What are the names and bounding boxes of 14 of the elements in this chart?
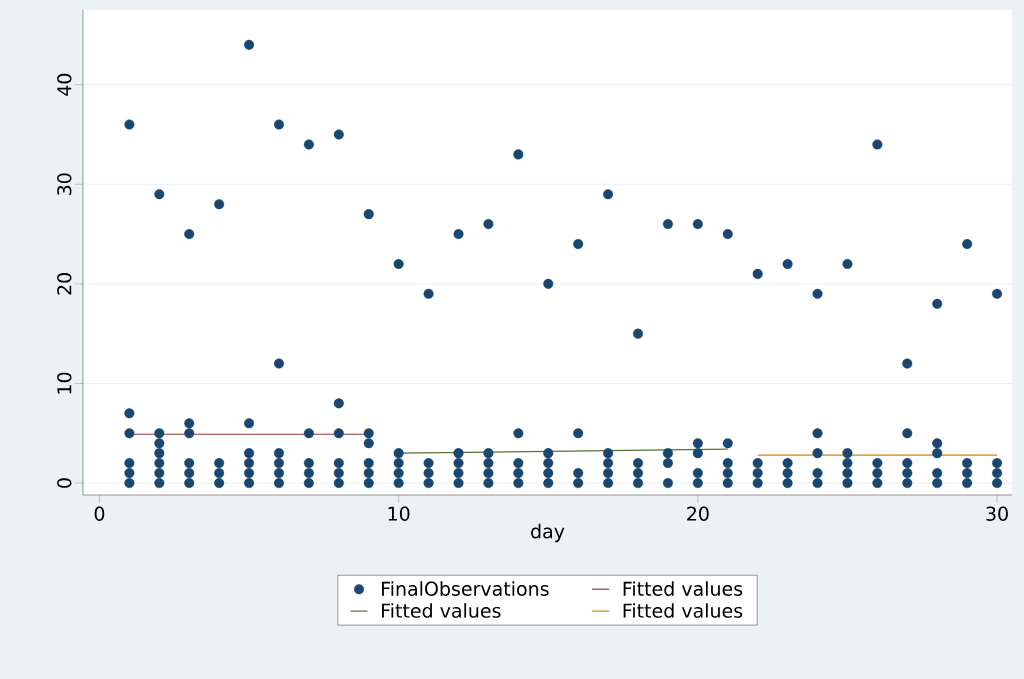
y-tick-label: 30 bbox=[57, 173, 72, 195]
legend-label: Fitted values bbox=[623, 581, 743, 596]
y-tick-label: 40 bbox=[57, 73, 72, 96]
x-tick-label: 20 bbox=[687, 506, 709, 521]
legend-label: FinalObservations bbox=[382, 581, 549, 596]
legend-label: Fitted values bbox=[382, 603, 501, 618]
x-tick-label: 30 bbox=[986, 506, 1008, 521]
x-tick-label: 10 bbox=[388, 506, 410, 521]
y-tick-label: 20 bbox=[57, 273, 72, 295]
x-axis-title: day bbox=[531, 523, 565, 543]
y-tick-label: 10 bbox=[57, 372, 72, 394]
legend-label: Fitted values bbox=[623, 603, 743, 618]
y-tick-label: 0 bbox=[57, 478, 72, 488]
x-tick-label: 0 bbox=[94, 506, 105, 521]
